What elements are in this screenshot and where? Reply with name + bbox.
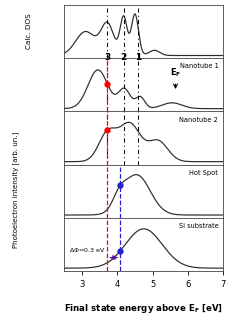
Text: $\mathbf{E_F}$: $\mathbf{E_F}$ xyxy=(169,66,180,79)
Text: Calc. DOS: Calc. DOS xyxy=(26,14,32,49)
Text: Photoelectron intensity [arb. un.]: Photoelectron intensity [arb. un.] xyxy=(13,132,19,248)
Text: Final state energy above E$_\mathbf{F}$ [eV]: Final state energy above E$_\mathbf{F}$ … xyxy=(64,302,222,315)
Text: 1: 1 xyxy=(134,53,140,62)
Text: Nanotube 2: Nanotube 2 xyxy=(179,117,217,123)
Text: $\Delta\Phi$=0.3 eV: $\Delta\Phi$=0.3 eV xyxy=(69,246,105,254)
Text: 2: 2 xyxy=(120,53,126,62)
Text: Hot Spot: Hot Spot xyxy=(189,170,217,176)
Text: Si substrate: Si substrate xyxy=(178,223,217,229)
Text: Nanotube 1: Nanotube 1 xyxy=(179,63,217,69)
Text: 3: 3 xyxy=(104,53,110,62)
